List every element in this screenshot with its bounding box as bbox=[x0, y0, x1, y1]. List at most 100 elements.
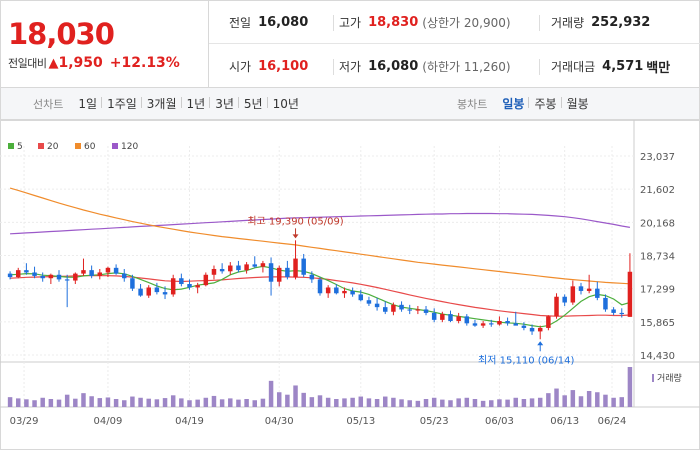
candle-body bbox=[342, 290, 347, 294]
candle-body bbox=[122, 273, 127, 279]
tab-monthly[interactable]: 월봉 bbox=[560, 95, 594, 112]
stats-row-2: 시가 16,100 저가 16,080 (하한가 11,260) 거래대금 4,… bbox=[209, 45, 700, 88]
volume-bar bbox=[293, 385, 298, 407]
volume-bar bbox=[603, 394, 608, 407]
chart-frame bbox=[0, 120, 700, 450]
candlestick-chart-svg[interactable]: 23,037 21,602 20,168 18,734 17,299 15,865 14,4… bbox=[0, 120, 700, 450]
price-chart[interactable]: 23,037 21,602 20,168 18,734 17,299 15,865 14,4… bbox=[0, 120, 700, 450]
candle-body bbox=[7, 273, 13, 278]
divider bbox=[333, 59, 334, 75]
candle-chart-tabs: 봉차트 일봉 주봉 월봉 bbox=[457, 88, 594, 119]
candle-body bbox=[456, 316, 461, 322]
candle-body bbox=[162, 292, 168, 295]
candle-body bbox=[228, 265, 233, 272]
tab-1d[interactable]: 1일 bbox=[78, 97, 98, 111]
volume-bar bbox=[383, 396, 388, 407]
high-cell: 고가 18,830 (상한가 20,900) bbox=[339, 1, 511, 44]
volume-bar bbox=[170, 395, 176, 407]
high-label: 고가 bbox=[339, 16, 362, 30]
tab-5y[interactable]: 5년 bbox=[237, 95, 268, 112]
volume-bar bbox=[113, 399, 119, 407]
price-box: 18,030 전일대비 ▲ 1,950 +12.13% bbox=[1, 1, 209, 88]
y-tick-label: 14,430 bbox=[640, 351, 675, 362]
tab-1w[interactable]: 1주일 bbox=[101, 95, 142, 112]
tab-10y[interactable]: 10년 bbox=[266, 95, 304, 112]
volume-bar bbox=[211, 395, 217, 407]
candle-body bbox=[138, 288, 143, 296]
volume-bar bbox=[529, 398, 535, 407]
stats-panel: 전일 16,080 고가 18,830 (상한가 20,900) 거래량 252… bbox=[209, 1, 700, 88]
change-label: 전일대비 bbox=[8, 57, 47, 70]
volume-bar bbox=[268, 380, 274, 407]
volume-bar bbox=[505, 399, 510, 407]
legend-label: 60 bbox=[84, 142, 96, 152]
volume-bar bbox=[236, 399, 241, 407]
candle-body bbox=[105, 267, 111, 273]
x-tick-label: 06/03 bbox=[485, 416, 514, 427]
lower-limit: (하한가 11,260) bbox=[422, 60, 511, 74]
candle-body bbox=[179, 278, 184, 285]
legend-swatch bbox=[8, 143, 14, 149]
volume-bar bbox=[195, 399, 200, 407]
volume-bar bbox=[64, 394, 70, 407]
volume-bar bbox=[464, 397, 470, 407]
volume-bar bbox=[423, 399, 429, 407]
candle-body bbox=[383, 307, 388, 312]
high-annotation: 최고 19,390 (05/09) bbox=[247, 215, 343, 227]
amount-value: 4,571 bbox=[602, 59, 644, 74]
candle-body bbox=[497, 321, 502, 325]
legend-label: 120 bbox=[121, 142, 138, 152]
tab-3y[interactable]: 3년 bbox=[209, 95, 239, 112]
volume-bar bbox=[97, 398, 103, 407]
volume-bar bbox=[162, 398, 168, 407]
candle-body bbox=[309, 274, 315, 280]
candle-body bbox=[529, 327, 535, 332]
tab-daily[interactable]: 일봉 bbox=[502, 97, 525, 111]
candle-body bbox=[317, 279, 323, 294]
volume-bar bbox=[497, 399, 502, 407]
x-tick-label: 06/24 bbox=[598, 416, 627, 427]
candle-body bbox=[407, 309, 412, 311]
stats-row-1: 전일 16,080 고가 18,830 (상한가 20,900) 거래량 252… bbox=[209, 1, 700, 44]
volume-bar bbox=[260, 398, 266, 407]
tab-weekly[interactable]: 주봉 bbox=[528, 95, 561, 112]
chart-tab-bar: 선차트 1일 1주일 3개월 1년 3년 5년 10년 봉차트 일봉 주봉 월봉 bbox=[0, 87, 700, 120]
legend-swatch bbox=[38, 143, 44, 149]
candle-body bbox=[513, 323, 518, 326]
volume-bar bbox=[40, 397, 45, 407]
moving-average-ma60 bbox=[9, 187, 630, 285]
candle-body bbox=[431, 312, 437, 320]
candle-body bbox=[480, 323, 486, 326]
candle-body bbox=[472, 323, 478, 326]
x-tick-label: 06/13 bbox=[550, 416, 579, 427]
volume-bar bbox=[554, 388, 559, 407]
legend-swatch bbox=[75, 143, 81, 149]
candle-body bbox=[489, 323, 494, 325]
volume-bar bbox=[440, 399, 445, 407]
change-percent: +12.13% bbox=[109, 55, 180, 71]
volume-bar bbox=[619, 397, 625, 407]
volume-bar bbox=[586, 391, 592, 407]
candle-body bbox=[276, 267, 282, 282]
candle-body bbox=[89, 270, 94, 276]
candle-body bbox=[570, 286, 576, 303]
prev-close-value: 16,080 bbox=[258, 15, 309, 30]
candle-body bbox=[211, 268, 217, 275]
low-value: 16,080 bbox=[368, 59, 419, 74]
volume-bar bbox=[562, 395, 567, 407]
divider bbox=[539, 59, 540, 75]
tab-1y[interactable]: 1년 bbox=[180, 95, 211, 112]
volume-bar bbox=[252, 400, 257, 407]
amount-label: 거래대금 bbox=[551, 60, 596, 74]
tab-3m[interactable]: 3개월 bbox=[140, 95, 182, 112]
volume-bar bbox=[56, 399, 62, 407]
divider bbox=[333, 15, 334, 31]
y-tick-label: 21,602 bbox=[640, 185, 675, 196]
candle-body bbox=[73, 273, 78, 281]
volume-bar bbox=[309, 397, 315, 407]
volume-bar bbox=[448, 400, 453, 407]
candle-body bbox=[285, 267, 290, 278]
volume-bar bbox=[203, 397, 209, 407]
quote-header: 18,030 전일대비 ▲ 1,950 +12.13% 전일 16,080 고가… bbox=[0, 0, 700, 88]
low-label: 저가 bbox=[339, 60, 362, 74]
